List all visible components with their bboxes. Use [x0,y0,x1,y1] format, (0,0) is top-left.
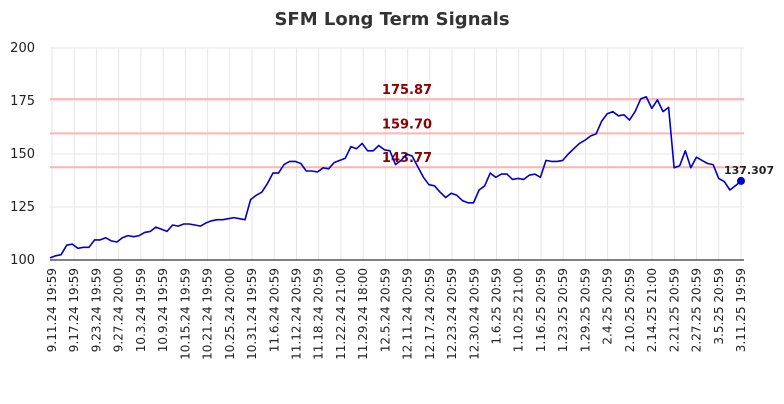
y-tick-label: 200 [10,41,35,56]
x-tick-label: 3.11.25 19:59 [734,268,748,352]
x-tick-label: 10.15.24 19:59 [178,268,192,360]
last-value-label: 137.307 [724,164,774,177]
chart-title: SFM Long Term Signals [274,9,509,30]
x-tick-label: 9.23.24 19:59 [89,268,103,352]
price-line [49,96,742,259]
x-tick-label: 1.10.25 21:00 [512,268,526,352]
x-tick-label: 1.6.25 20:59 [490,268,504,345]
x-tick-label: 11.18.24 20:59 [312,268,326,360]
x-tick-label: 10.9.24 19:59 [156,268,170,352]
x-tick-label: 2.27.25 20:59 [690,268,704,352]
x-tick-label: 11.12.24 20:59 [289,268,303,360]
x-tick-label: 2.10.25 20:59 [623,268,637,352]
y-tick-label: 100 [10,253,35,268]
x-tick-label: 9.27.24 20:00 [112,268,126,352]
x-tick-label: 1.16.25 20:59 [534,268,548,352]
x-tick-label: 2.14.25 21:00 [645,268,659,352]
y-tick-label: 150 [10,147,35,162]
x-tick-label: 11.22.24 21:00 [334,268,348,360]
x-tick-label: 12.11.24 20:59 [401,268,415,360]
x-tick-label: 12.5.24 20:59 [378,268,392,352]
x-tick-label: 10.21.24 19:59 [201,268,215,360]
x-tick-label: 1.29.25 20:59 [578,268,592,352]
x-tick-label: 9.11.24 19:59 [45,268,59,352]
price-series: 137.307 [49,96,774,259]
x-tick-label: 12.17.24 20:59 [423,268,437,360]
grid-layer [50,47,744,261]
x-tick-label: 10.3.24 19:59 [134,268,148,352]
x-tick-label: 2.4.25 20:59 [601,268,615,345]
y-tick-label: 125 [10,200,35,215]
x-tick-label: 12.23.24 20:59 [445,268,459,360]
x-tick-label: 11.6.24 20:59 [267,268,281,352]
x-tick-label: 11.29.24 18:00 [356,268,370,360]
last-value-marker [737,176,745,185]
x-tick-label: 2.21.25 20:59 [667,268,681,352]
x-tick-label: 3.5.25 20:59 [712,268,726,345]
x-tick-label: 12.30.24 20:59 [467,268,481,360]
x-tick-label: 10.31.24 19:59 [245,268,259,360]
x-tick-label: 9.17.24 19:59 [67,268,81,352]
signal-level-label: 175.87 [382,83,432,98]
y-tick-label: 175 [10,94,35,109]
signal-level-label: 159.70 [382,117,432,132]
x-tick-label: 10.25.24 20:00 [223,268,237,360]
axes: 100 125 150 175 200 9.11.24 19:59 9.17.24 19:5… [10,41,748,360]
x-tick-label: 1.23.25 20:59 [556,268,570,352]
